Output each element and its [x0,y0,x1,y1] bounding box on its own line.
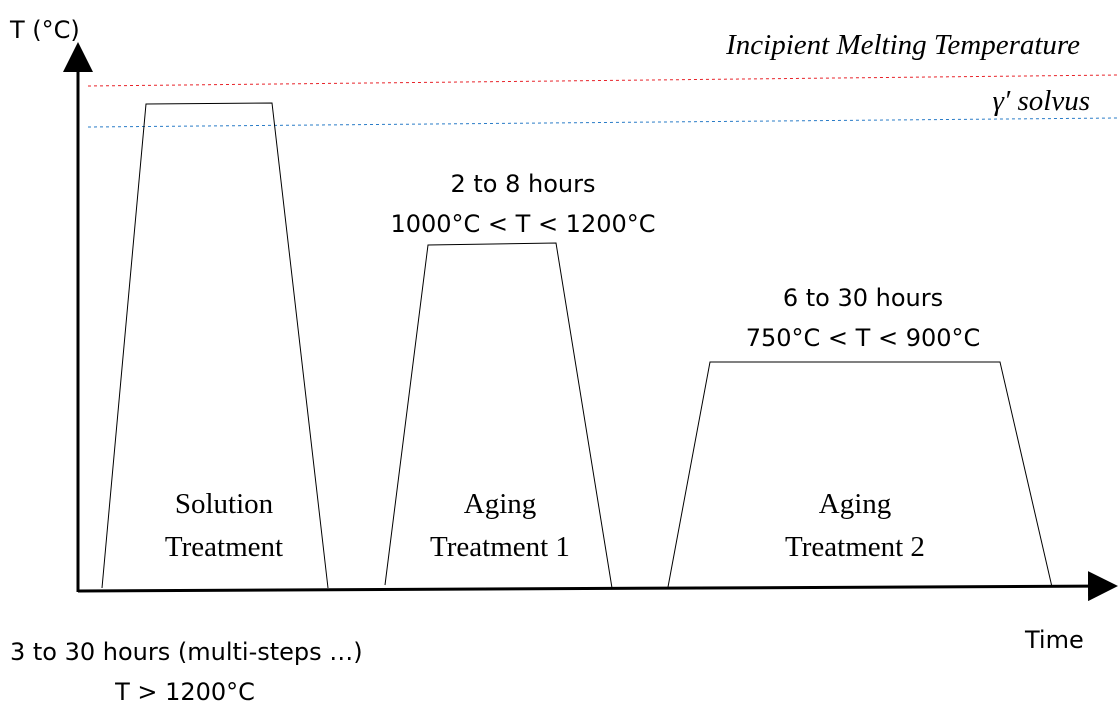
melting-line [87,74,1118,87]
reference-label: γ′ solvus [992,85,1090,117]
reference-label: Incipient Melting Temperature [725,29,1080,61]
stage-duration: 3 to 30 hours (multi-steps …) [10,638,363,666]
stage-name: Treatment 1 [430,531,570,563]
stage-name: Aging [819,488,892,520]
stage-name: Treatment [165,531,283,563]
stage-name: Solution [175,488,274,520]
stage-temperature: 1000°C < T < 1200°C [390,210,655,238]
stage-name: Treatment 2 [785,531,925,563]
x-axis-label: Time [1024,626,1084,654]
y-axis-label: T (°C) [9,16,80,44]
stage-profile [101,102,329,589]
stage-temperature: 750°C < T < 900°C [746,324,981,352]
x-axis [77,571,1118,602]
stage-duration: 2 to 8 hours [451,170,596,198]
stage-duration: 6 to 30 hours [783,284,943,312]
solvus-line [87,117,1118,128]
stage-profile [384,242,613,589]
stage-name: Aging [464,488,537,520]
stage-profile [667,361,1053,588]
stage-temperature: T > 1200°C [114,678,255,702]
